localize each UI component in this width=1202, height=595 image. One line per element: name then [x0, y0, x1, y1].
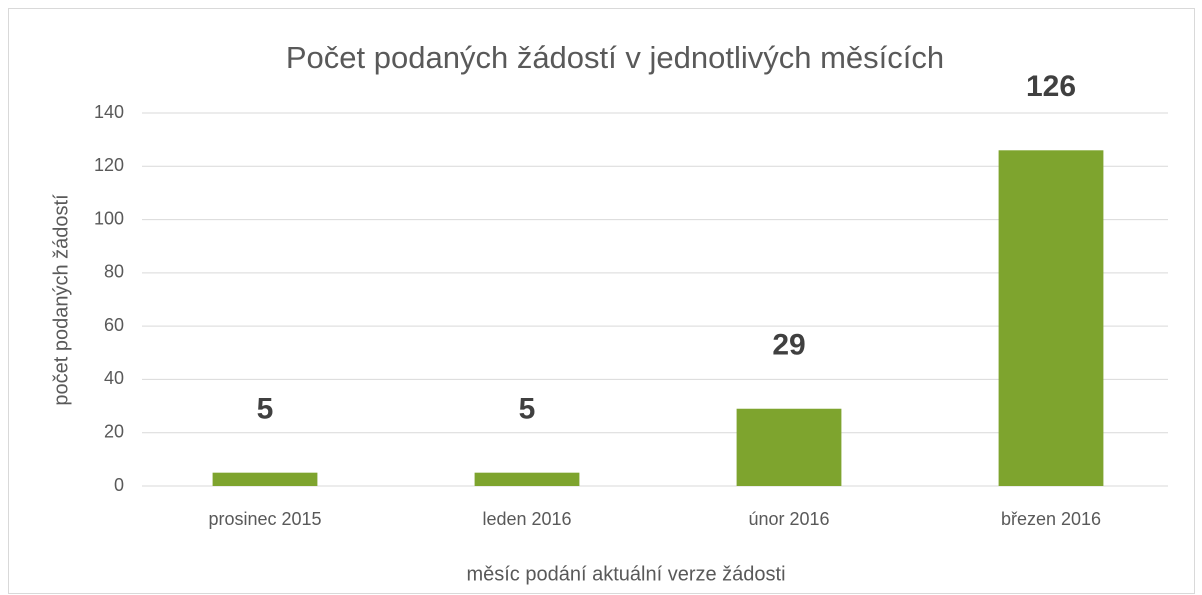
- x-tick-label: prosinec 2015: [208, 509, 321, 529]
- x-axis-label: měsíc podání aktuální verze žádosti: [466, 563, 785, 585]
- y-tick-label: 0: [114, 475, 124, 495]
- y-tick-label: 40: [104, 368, 124, 388]
- y-tick-label: 140: [94, 102, 124, 122]
- chart-border: [8, 8, 1195, 594]
- y-tick-label: 20: [104, 421, 124, 441]
- y-axis-label: počet podaných žádostí: [50, 194, 72, 406]
- x-tick-label: únor 2016: [748, 509, 829, 529]
- y-tick-label: 60: [104, 315, 124, 335]
- x-tick-label: březen 2016: [1001, 509, 1101, 529]
- bar: [736, 408, 842, 486]
- y-tick-label: 100: [94, 208, 124, 228]
- chart-title: Počet podaných žádostí v jednotlivých mě…: [286, 40, 944, 75]
- data-label: 5: [519, 393, 536, 426]
- x-tick-label: leden 2016: [482, 509, 571, 529]
- data-label: 126: [1026, 70, 1076, 103]
- bar: [212, 472, 318, 486]
- data-label: 5: [257, 393, 274, 426]
- data-label: 29: [772, 329, 805, 362]
- y-tick-label: 120: [94, 155, 124, 175]
- bar: [998, 150, 1104, 487]
- bar: [474, 472, 580, 486]
- y-tick-label: 80: [104, 262, 124, 282]
